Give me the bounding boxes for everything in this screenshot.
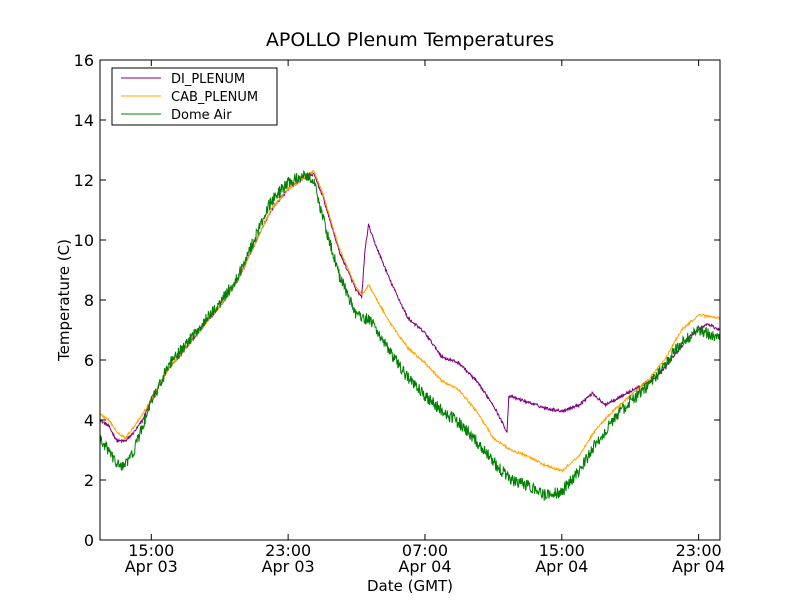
y-tick-label: 2 <box>84 471 94 490</box>
series-layer <box>100 169 720 501</box>
x-tick-time-label: 15:00 <box>539 541 585 560</box>
y-tick-label: 10 <box>74 231 94 250</box>
y-tick-label: 0 <box>84 531 94 550</box>
x-tick-date-label: Apr 04 <box>672 557 725 576</box>
x-tick-time-label: 07:00 <box>402 541 448 560</box>
x-tick-date-label: Apr 04 <box>535 557 588 576</box>
y-tick-label: 16 <box>74 51 94 70</box>
x-tick-date-label: Apr 03 <box>125 557 178 576</box>
y-tick-label: 8 <box>84 291 94 310</box>
legend-label: CAB_PLENUM <box>171 90 258 105</box>
y-axis-label: Temperature (C) <box>55 239 73 362</box>
x-tick-date-label: Apr 03 <box>262 557 315 576</box>
x-tick-time-label: 15:00 <box>128 541 174 560</box>
y-tick-label: 12 <box>74 171 94 190</box>
legend: DI_PLENUM CAB_PLENUM Dome Air <box>111 67 278 126</box>
x-tick-time-label: 23:00 <box>676 541 722 560</box>
legend-label: DI_PLENUM <box>171 72 245 87</box>
x-tick-time-label: 23:00 <box>265 541 311 560</box>
legend-label: Dome Air <box>171 108 232 123</box>
x-axis-label: Date (GMT) <box>367 577 453 595</box>
y-tick-label: 4 <box>84 411 94 430</box>
chart-title: APOLLO Plenum Temperatures <box>266 29 554 51</box>
x-tick-date-label: Apr 04 <box>398 557 451 576</box>
y-axis: 0 2 4 6 8 10 12 14 16 <box>74 51 720 550</box>
y-tick-label: 14 <box>74 111 94 130</box>
series-line-dome-air <box>100 169 720 501</box>
y-tick-label: 6 <box>84 351 94 370</box>
